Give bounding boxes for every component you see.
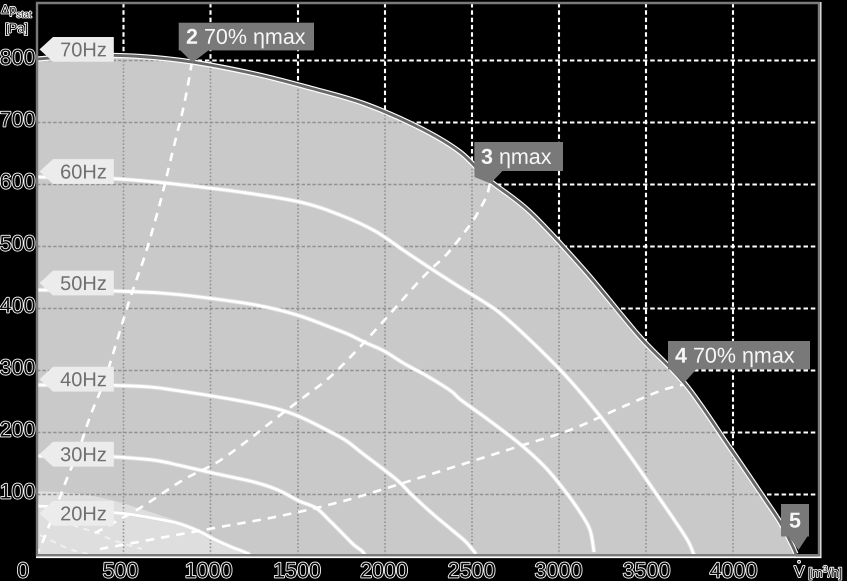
svg-text:1000: 1000	[185, 558, 233, 581]
svg-text:5: 5	[789, 509, 801, 533]
svg-text:1500: 1500	[273, 558, 321, 581]
svg-text:V [m3/h]: V [m3/h]	[794, 564, 842, 581]
svg-text:3500: 3500	[623, 558, 671, 581]
svg-text:2000: 2000	[360, 558, 408, 581]
svg-text:800: 800	[0, 45, 36, 69]
svg-text:70Hz: 70Hz	[60, 39, 107, 61]
svg-text:700: 700	[0, 107, 36, 131]
svg-text:4 70% ηmax: 4 70% ηmax	[675, 344, 795, 368]
svg-text:500: 500	[0, 231, 36, 255]
svg-text:500: 500	[103, 558, 139, 581]
svg-text:200: 200	[0, 417, 36, 441]
svg-text:400: 400	[0, 293, 36, 317]
svg-text:40Hz: 40Hz	[60, 369, 107, 391]
svg-text:300: 300	[0, 355, 36, 379]
svg-text:2 70% ηmax: 2 70% ηmax	[186, 25, 306, 49]
svg-text:3000: 3000	[535, 558, 583, 581]
svg-text:20Hz: 20Hz	[60, 503, 107, 525]
svg-text:600: 600	[0, 169, 36, 193]
svg-text:[Pa]: [Pa]	[5, 21, 28, 36]
svg-text:3 ηmax: 3 ηmax	[481, 145, 552, 169]
svg-text:50Hz: 50Hz	[60, 273, 107, 295]
svg-text:0: 0	[17, 558, 29, 581]
svg-text:4000: 4000	[710, 558, 758, 581]
svg-text:2500: 2500	[448, 558, 496, 581]
svg-text:60Hz: 60Hz	[60, 161, 107, 183]
svg-text:100: 100	[0, 479, 36, 503]
svg-text:30Hz: 30Hz	[60, 444, 107, 466]
